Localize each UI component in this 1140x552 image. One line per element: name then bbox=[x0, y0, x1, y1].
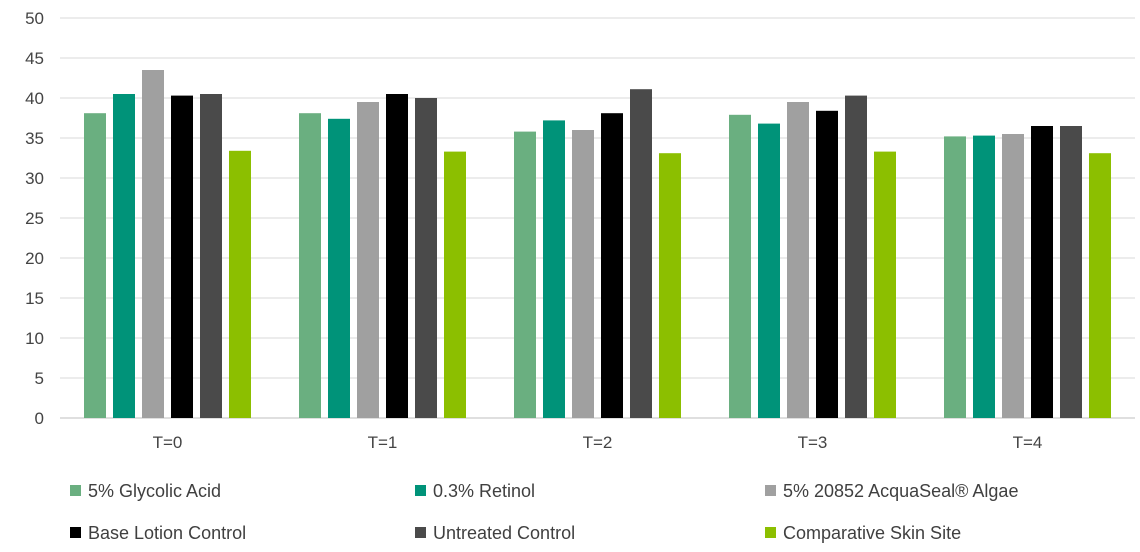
legend-swatch bbox=[765, 527, 776, 538]
legend-swatch bbox=[70, 527, 81, 538]
bar-T=0-series-4 bbox=[200, 94, 222, 418]
legend-swatch bbox=[415, 485, 426, 496]
bar-T=1-series-1 bbox=[328, 118, 350, 419]
legend-swatch bbox=[415, 527, 426, 538]
legend-label: Base Lotion Control bbox=[88, 523, 246, 543]
bar-T=4-series-4 bbox=[1060, 126, 1082, 418]
y-tick-label: 10 bbox=[25, 329, 44, 348]
bar-T=1-series-5 bbox=[444, 151, 466, 418]
y-tick-label: 35 bbox=[25, 129, 44, 148]
x-tick-label: T=1 bbox=[368, 433, 398, 452]
legend-label: 5% 20852 AcquaSeal® Algae bbox=[783, 481, 1018, 501]
legend: 5% Glycolic Acid 0.3% Retinol 5% 20852 Acq… bbox=[70, 481, 1018, 543]
legend-item: 0.3% Retinol bbox=[415, 481, 535, 501]
bar-T=4-series-5 bbox=[1089, 153, 1111, 418]
x-tick-label: T=3 bbox=[798, 433, 828, 452]
bar-T=4-series-2 bbox=[1002, 134, 1024, 418]
bar-T=0-series-2 bbox=[142, 70, 164, 418]
legend-item: 5% Glycolic Acid bbox=[70, 481, 221, 501]
legend-swatch bbox=[70, 485, 81, 496]
y-tick-label: 40 bbox=[25, 89, 44, 108]
bars bbox=[84, 70, 1111, 419]
legend-label: 0.3% Retinol bbox=[433, 481, 535, 501]
y-tick-label: 20 bbox=[25, 249, 44, 268]
bar-T=1-series-2 bbox=[357, 102, 379, 418]
y-tick-label: 50 bbox=[25, 9, 44, 28]
bar-T=4-series-1 bbox=[973, 135, 995, 418]
bar-T=4-series-3 bbox=[1031, 126, 1053, 418]
bar-T=3-series-2 bbox=[787, 102, 809, 418]
bar-T=1-series-0 bbox=[299, 113, 321, 418]
bar-T=3-series-1 bbox=[758, 123, 780, 418]
bar-T=4-series-0 bbox=[944, 136, 966, 418]
y-tick-label: 30 bbox=[25, 169, 44, 188]
y-tick-label: 15 bbox=[25, 289, 44, 308]
legend-label: Comparative Skin Site bbox=[783, 523, 961, 543]
legend-item: 5% 20852 AcquaSeal® Algae bbox=[765, 481, 1018, 501]
bar-T=0-series-3 bbox=[171, 95, 193, 418]
bar-T=2-series-1 bbox=[543, 120, 565, 419]
legend-swatch bbox=[765, 485, 776, 496]
bar-T=0-series-5 bbox=[229, 150, 251, 419]
legend-item: Base Lotion Control bbox=[70, 523, 246, 543]
bar-T=2-series-5 bbox=[659, 153, 681, 418]
bar-T=2-series-2 bbox=[572, 130, 594, 418]
bar-T=3-series-4 bbox=[845, 95, 867, 418]
y-tick-label: 45 bbox=[25, 49, 44, 68]
x-axis: T=0 T=1 T=2 T=3 T=4 bbox=[153, 433, 1043, 452]
y-axis: 0 5 10 15 20 25 30 35 40 45 50 bbox=[25, 9, 44, 428]
bar-T=3-series-3 bbox=[816, 110, 838, 419]
bar-T=1-series-3 bbox=[386, 94, 408, 418]
x-tick-label: T=0 bbox=[153, 433, 183, 452]
y-tick-label: 0 bbox=[35, 409, 44, 428]
bar-T=1-series-4 bbox=[415, 98, 437, 418]
x-tick-label: T=4 bbox=[1013, 433, 1043, 452]
y-tick-label: 25 bbox=[25, 209, 44, 228]
legend-item: Untreated Control bbox=[415, 523, 575, 543]
bar-T=3-series-0 bbox=[729, 114, 751, 419]
legend-label: Untreated Control bbox=[433, 523, 575, 543]
bar-T=0-series-1 bbox=[113, 94, 135, 418]
x-tick-label: T=2 bbox=[583, 433, 613, 452]
bar-T=3-series-5 bbox=[874, 151, 896, 418]
bar-T=2-series-4 bbox=[630, 89, 652, 418]
bar-T=2-series-0 bbox=[514, 131, 536, 418]
legend-label: 5% Glycolic Acid bbox=[88, 481, 221, 501]
bar-T=0-series-0 bbox=[84, 113, 106, 418]
bar-T=2-series-3 bbox=[601, 113, 623, 418]
y-tick-label: 5 bbox=[35, 369, 44, 388]
legend-item: Comparative Skin Site bbox=[765, 523, 961, 543]
